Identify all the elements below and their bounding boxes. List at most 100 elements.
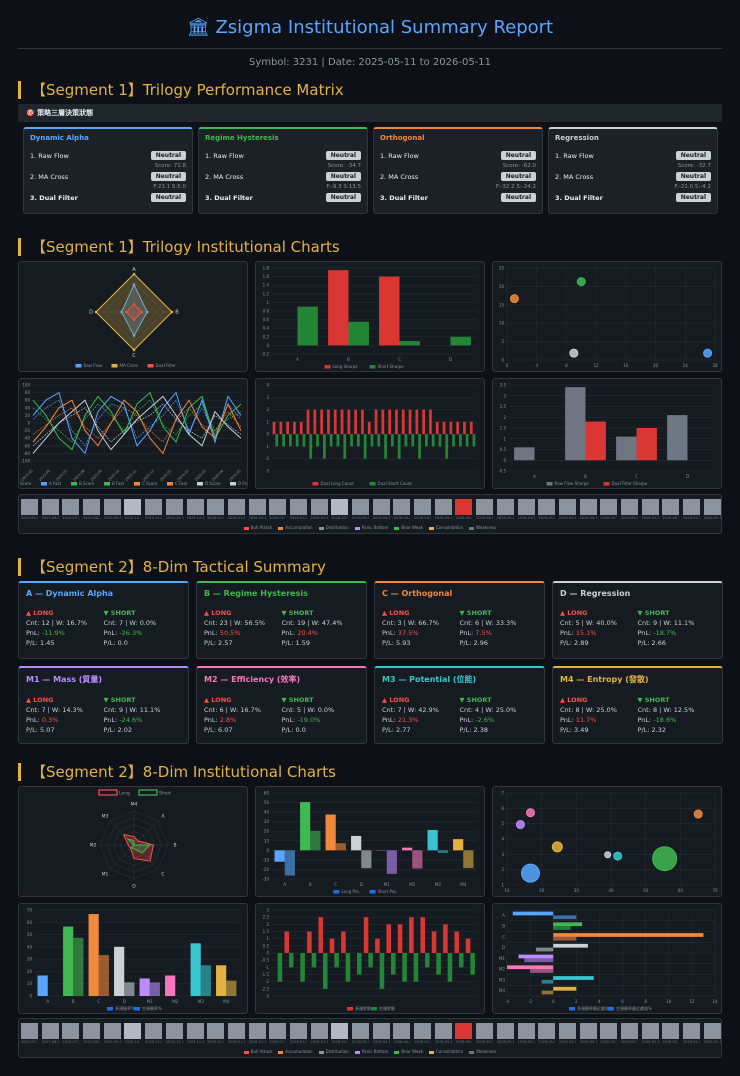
chart-trilogy-radar: A B C D Raw Flow MA Cross Dual Filter [18,261,248,372]
status-badge: Neutral [150,193,186,202]
y-tick-label: 20 [264,829,270,834]
heat-cell [310,1023,328,1039]
heat-date: 2026-01-28 [248,516,266,520]
y-tick-label: -60 [23,443,30,448]
status-badge: Neutral [500,172,536,181]
x-tick-label: 10 [504,888,510,893]
bar-mark [459,434,462,447]
x-tick-label: D [123,999,126,1004]
bar-mark [470,953,475,975]
dim-card: D — Regression ▲ LONG Cnt: 5 | W: 40.0% PnL… [552,581,723,659]
bar-mark [541,979,554,984]
scatter-point [525,808,535,818]
heat-date: 2026-05-08 [538,1040,555,1044]
legend-swatch [104,482,110,486]
bar-mark [463,421,466,435]
x-tick-label: A [283,882,286,887]
heat-legend-item: Distribution [318,1049,349,1054]
heat-cell [41,499,59,515]
scatter-point [652,846,678,872]
heat-cell [269,499,287,515]
matrix-strip: 🎯 策略三層決策狀態 [18,104,722,122]
x-tick-label: C [635,474,638,479]
long-pnl: PnL: -11.9% [26,629,65,637]
scatter-point [569,348,579,358]
radar-point [170,310,174,314]
heat-legend-item: Weakness [469,1049,496,1054]
y-tick-label: 3 [266,908,269,913]
y-tick-label: 0.2 [263,334,270,339]
bar-mark [63,926,74,996]
line-series [32,391,242,455]
section-title-8dim-charts: 【Segment 2】8-Dim Institutional Charts [18,763,722,781]
y-tick-label: -100 [21,459,31,464]
bar-mark [302,434,306,447]
x-tick-label: -2 [528,999,532,1004]
heat-date: 2026-03-17 [310,1040,328,1044]
heat-date: 2026-05-11 [600,516,617,520]
legend-label: Raw Flow [84,363,104,368]
x-tick-label: 30 [574,888,580,893]
legend-swatch [107,1007,113,1011]
bar-mark [399,341,420,346]
bar-mark [447,953,453,982]
heat-cell [310,499,328,515]
y-tick-label: 1.2 [263,291,270,296]
y-tick-label: 0 [266,951,269,956]
legend-label: Raw Flow Sharpe [555,481,590,486]
bar-mark [368,953,373,968]
bar-mark [535,947,554,952]
bar-mark [443,924,448,953]
bar-mark [616,436,637,461]
legend-swatch [147,364,154,368]
x-tick-label: A [533,474,536,479]
heat-cell [372,1023,390,1039]
x-tick-label: M4 [460,882,466,887]
heat-cell [289,1023,307,1039]
bar-mark [381,409,385,435]
heat-legend-item: Panic Bottom [354,525,388,530]
heat-cell [207,499,225,515]
x-tick-label: 4 [598,999,601,1004]
long-pl: P/L: 2.57 [204,639,233,647]
bar-mark [413,953,419,982]
bar-mark [418,434,421,459]
short-stats: ▼ SHORT Cnt: 8 | W: 12.5% PnL: -18.6% P/L: … [638,695,716,735]
heat-date: 2026-05-04 [455,516,472,520]
y-tick-label: 20 [27,969,33,974]
row-label: 2. MA Cross [555,172,594,181]
y-tick-label: 2 [266,407,269,412]
dim-card: M2 — Efficiency (效率) ▲ LONG Cnt: 6 | W: 16… [196,666,367,744]
dual-filter-row: 3. Dual Filter Neutral [205,192,361,203]
bar-mark [391,953,396,975]
state-heatmap-1: 2025-05-262025-06-272025-07-20 2025-08-21… [18,494,722,534]
x-tick-label: C [97,999,100,1004]
bar-mark [514,447,535,461]
y-tick-label: 1.8 [263,266,270,271]
bar-mark [309,434,313,459]
x-tick-label: 40 [608,888,614,893]
heat-date: 2026-04-07 [352,1040,369,1044]
bar-mark [361,409,364,435]
bar-mark [411,434,415,447]
radar-axis-label: C [132,353,136,359]
bar-mark [452,434,455,447]
bar-mark [465,434,469,447]
bar-mark [114,946,125,996]
heat-cell [620,1023,638,1039]
heat-cell [434,499,452,515]
legend-label: 空頭狀態 [379,1005,395,1011]
long-stats: ▲ LONG Cnt: 12 | W: 16.7% PnL: -11.9% P/L: … [26,608,104,648]
legend-label: 空頭勝率% [142,1005,162,1011]
long-label: ▲ LONG [560,696,588,704]
y-tick-label: 7 [501,791,504,796]
radar-axis-label: M1 [102,871,109,877]
bar-mark [282,434,285,447]
dim-card-title: M3 — Potential (位能) [382,675,477,684]
radar-point [120,310,123,314]
matrix-card-title: Dynamic Alpha [30,134,89,142]
heat-date: 2026-05-07 [517,1040,535,1044]
dual-filter-row: 3. Dual Filter Neutral [555,192,711,203]
line-series [32,395,242,454]
heat-cell [476,499,494,515]
